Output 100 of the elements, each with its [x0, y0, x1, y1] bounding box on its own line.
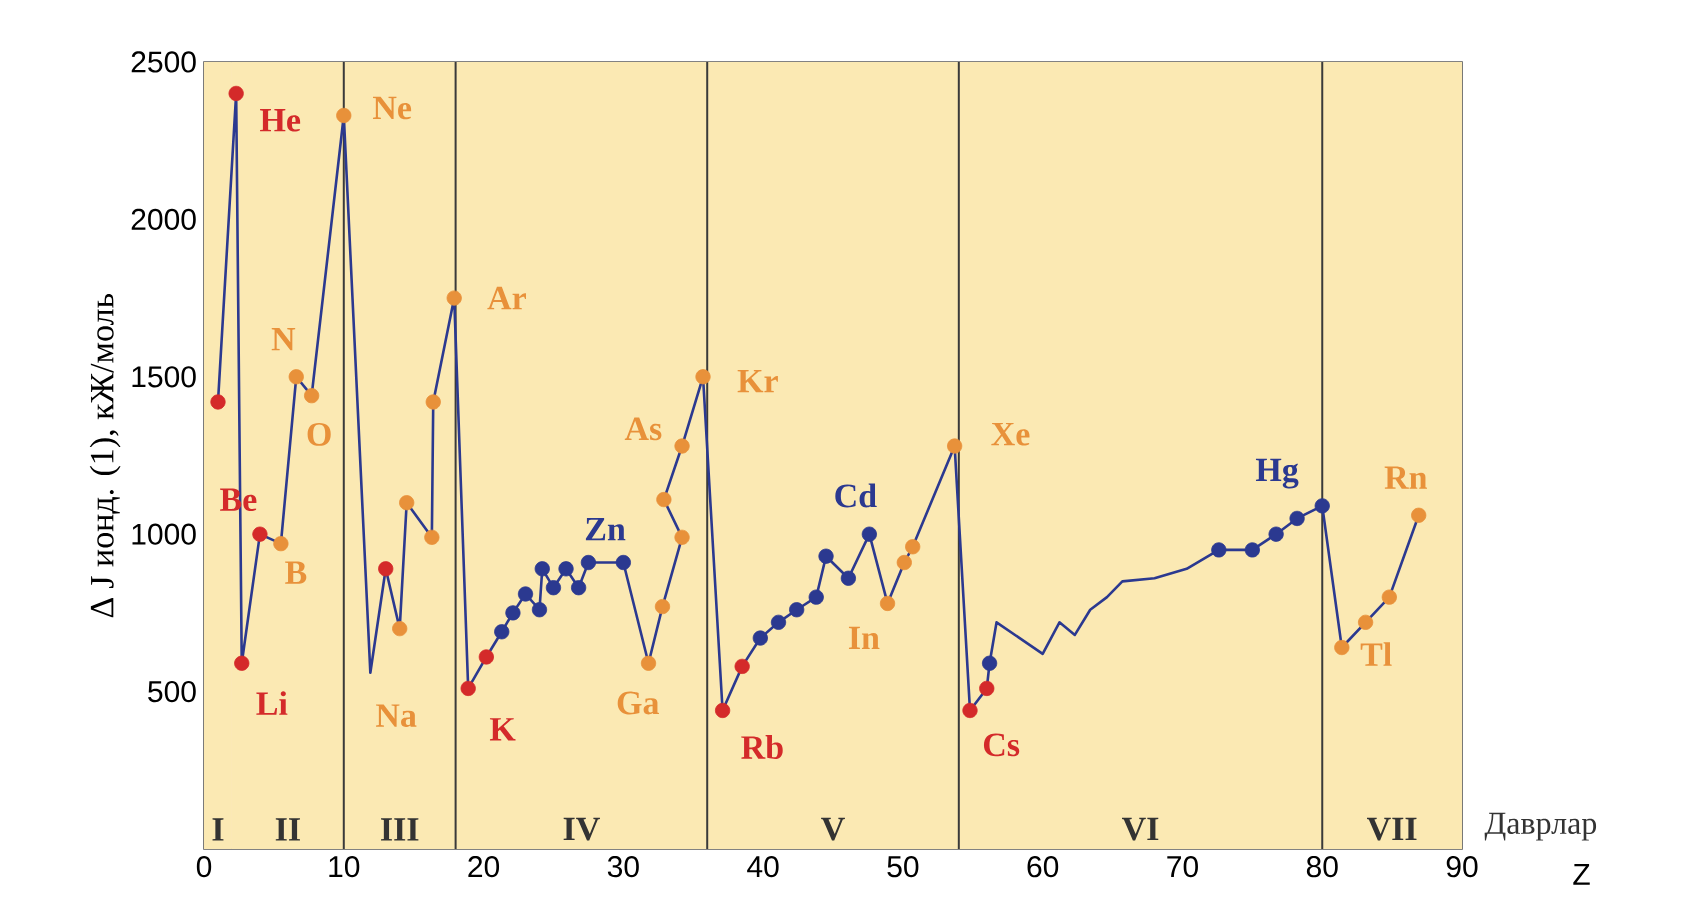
point — [580, 554, 596, 571]
text: Даврлар — [1484, 812, 1597, 841]
band-label: I — [212, 818, 224, 841]
point — [979, 680, 995, 697]
x-tick-label: 60 — [1027, 856, 1059, 878]
annotation: Zn — [585, 518, 626, 541]
annotation: Ga — [617, 691, 659, 715]
annotation: K — [489, 718, 516, 741]
point — [534, 561, 550, 577]
point — [446, 290, 462, 306]
point — [1268, 526, 1284, 542]
annotation: Hg — [1255, 458, 1299, 489]
point — [425, 394, 441, 410]
point — [840, 570, 856, 586]
annotation: O — [307, 422, 331, 446]
point — [947, 438, 963, 454]
y-tick-label: 2500 — [131, 51, 196, 73]
point — [962, 702, 978, 719]
x-tick-label: 70 — [1167, 856, 1198, 878]
point — [905, 539, 921, 555]
band-label: II — [275, 818, 300, 841]
annotation: N — [271, 328, 296, 351]
point — [654, 598, 671, 615]
annotation: In — [848, 626, 880, 649]
x-tick-label: 90 — [1446, 856, 1478, 878]
annotation: Na — [376, 704, 417, 727]
point — [1244, 542, 1260, 558]
annotation: B — [285, 561, 307, 584]
x-tick-label: 20 — [468, 856, 500, 878]
point — [378, 561, 394, 577]
annotation: As — [624, 417, 662, 441]
annotation: Rb — [741, 735, 783, 759]
annotation: Cd — [835, 483, 877, 508]
annotation: Rn — [1384, 466, 1428, 489]
point — [674, 438, 690, 454]
x-axis-title: Z — [1573, 864, 1590, 885]
point — [531, 602, 548, 618]
point — [460, 680, 476, 697]
point — [789, 602, 805, 618]
point — [818, 548, 834, 564]
x-tick-label: 50 — [887, 856, 919, 878]
annotation: Xe — [991, 422, 1030, 446]
band-label: IV — [563, 817, 600, 841]
y-tick-label: 1000 — [132, 523, 196, 545]
point — [494, 624, 510, 640]
point — [1314, 498, 1330, 514]
point — [478, 649, 494, 665]
y-tick-label: 2000 — [131, 208, 196, 230]
point — [399, 495, 415, 511]
band-label: III — [381, 818, 419, 841]
point — [228, 85, 244, 102]
point — [656, 491, 672, 508]
annotation: He — [260, 109, 301, 132]
point — [288, 369, 304, 385]
point — [210, 394, 226, 410]
x-tick-label: 30 — [607, 856, 639, 878]
x-tick-label: 10 — [329, 856, 360, 878]
band-label: V — [821, 817, 845, 841]
point — [615, 554, 631, 571]
point — [981, 655, 998, 671]
point — [252, 526, 268, 542]
point — [517, 586, 534, 602]
point — [304, 388, 320, 404]
point — [273, 536, 289, 552]
point — [1334, 639, 1350, 656]
point — [571, 580, 587, 596]
x-tick-label: 0 — [196, 856, 212, 878]
point — [879, 595, 896, 612]
point — [1211, 542, 1227, 558]
point — [640, 655, 657, 671]
annotation: Ar — [487, 286, 526, 310]
point — [896, 554, 912, 571]
point — [695, 369, 711, 385]
y-axis-title: ∆ J ионд. (1), кЖ/моль — [89, 293, 121, 618]
point — [808, 589, 824, 605]
y-tick-label: 500 — [148, 680, 196, 703]
point — [392, 621, 408, 637]
point — [545, 580, 562, 596]
annotation: Tl — [1360, 642, 1392, 666]
point — [1357, 614, 1374, 630]
point — [424, 529, 440, 545]
x-tick-label: 80 — [1306, 856, 1338, 878]
annotation: Ne — [373, 96, 412, 120]
y-tick-label: 1500 — [132, 366, 196, 388]
annotation: Kr — [737, 369, 778, 393]
point — [714, 702, 731, 719]
point — [734, 658, 750, 674]
point — [558, 561, 574, 577]
point — [861, 526, 877, 542]
point — [752, 630, 768, 646]
point — [234, 655, 250, 671]
point — [336, 107, 352, 124]
point — [1411, 507, 1427, 523]
annotation: Li — [256, 691, 288, 715]
band-label: VII — [1367, 817, 1417, 841]
point — [674, 529, 690, 545]
x-tick-label: 40 — [747, 856, 779, 878]
point — [770, 614, 787, 630]
point — [505, 605, 521, 621]
band-label: VI — [1122, 817, 1159, 841]
